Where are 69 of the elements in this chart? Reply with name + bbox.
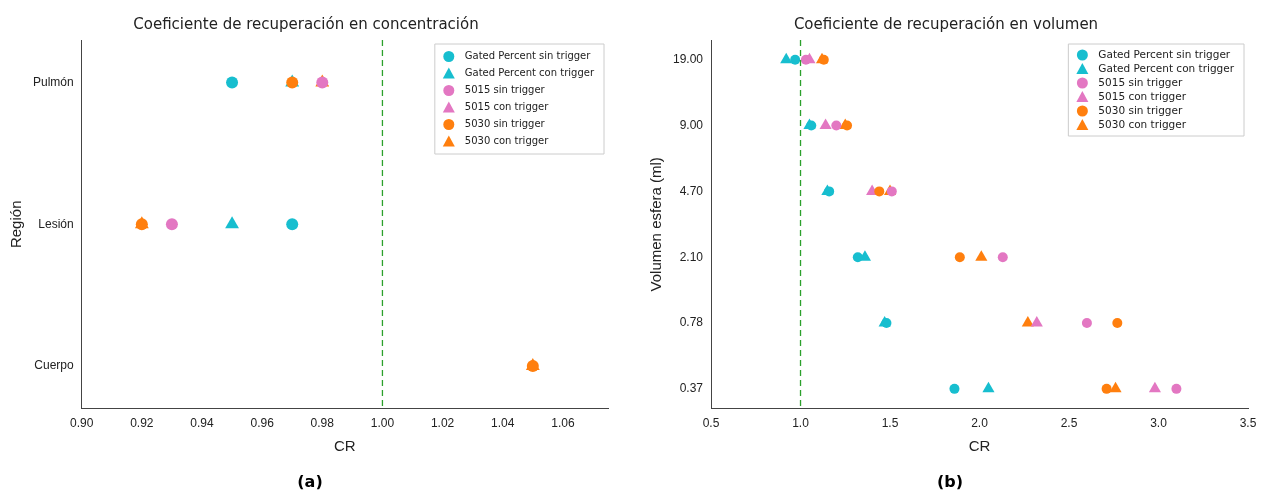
legend-label: 5015 sin trigger <box>464 84 546 96</box>
x-tick-label: 0.5 <box>702 416 720 431</box>
legend-label: 5030 sin trigger <box>1098 103 1183 116</box>
x-tick-label: 1.06 <box>551 416 575 431</box>
point <box>819 118 832 130</box>
y-tick-label: 4.70 <box>679 183 704 198</box>
legend-label: 5030 con trigger <box>464 135 550 147</box>
point <box>949 383 960 394</box>
point <box>165 218 178 231</box>
point <box>790 54 801 65</box>
y-tick-label: Pulmón <box>33 74 74 89</box>
legend-label: 5015 sin trigger <box>1098 75 1183 88</box>
point <box>852 252 863 263</box>
x-axis-title: CR <box>968 437 991 455</box>
x-tick-label: 0.94 <box>190 416 214 431</box>
point <box>1148 381 1161 393</box>
point <box>1081 318 1092 329</box>
legend-label: 5015 con trigger <box>1098 89 1187 102</box>
y-tick-label: 19.00 <box>673 52 704 67</box>
point <box>286 218 299 231</box>
x-tick-label: 0.92 <box>130 416 154 431</box>
y-axis-title: Volumen esfera (ml) <box>647 157 665 292</box>
x-tick-label: 2.0 <box>971 416 989 431</box>
point <box>975 250 988 261</box>
point <box>1030 316 1043 327</box>
x-tick-label: 0.98 <box>310 416 335 431</box>
point <box>1171 383 1182 394</box>
point <box>226 76 239 89</box>
legend-label: Gated Percent sin trigger <box>464 50 592 62</box>
x-tick-label: 1.04 <box>491 416 515 431</box>
y-tick-label: 9.00 <box>679 117 704 132</box>
point <box>1021 316 1034 327</box>
y-tick-label: Cuerpo <box>34 358 75 373</box>
legend-label: Gated Percent con trigger <box>464 67 595 79</box>
y-tick-label: Lesión <box>38 216 74 231</box>
x-tick-label: 1.5 <box>881 416 899 431</box>
legend-label: 5015 con trigger <box>464 101 550 113</box>
point <box>780 52 793 64</box>
point <box>1101 383 1112 394</box>
point <box>982 381 995 393</box>
x-tick-label: 1.00 <box>370 416 395 431</box>
chart-title: Coeficiente de recuperación en concentración <box>133 14 479 33</box>
x-tick-label: 0.96 <box>250 416 275 431</box>
x-tick-label: 2.5 <box>1060 416 1078 431</box>
point <box>800 54 811 65</box>
x-tick-label: 0.90 <box>70 416 94 431</box>
legend-label: Gated Percent con trigger <box>1098 61 1235 74</box>
x-tick-label: 3.0 <box>1150 416 1168 431</box>
y-tick-label: 0.37 <box>679 381 704 396</box>
y-tick-label: 2.10 <box>679 249 704 264</box>
point <box>997 252 1008 263</box>
text: (b) <box>935 472 965 491</box>
y-axis-title: Región <box>7 200 25 249</box>
legend-label: 5030 sin trigger <box>464 118 546 130</box>
point <box>1109 381 1122 393</box>
point <box>225 216 239 229</box>
legend-label: Gated Percent sin trigger <box>1098 47 1231 60</box>
point <box>874 186 885 197</box>
x-tick-label: 3.5 <box>1239 416 1257 431</box>
point <box>954 252 965 263</box>
x-tick-label: 1.0 <box>792 416 810 431</box>
y-tick-label: 0.78 <box>679 315 704 330</box>
x-axis-title: CR <box>334 437 356 455</box>
point <box>831 120 842 131</box>
legend-label: 5030 con trigger <box>1098 117 1187 130</box>
chart-title: Coeficiente de recuperación en volumen <box>793 14 1099 33</box>
point <box>1112 318 1123 329</box>
text: (a) <box>296 472 324 491</box>
x-tick-label: 1.02 <box>430 416 455 431</box>
